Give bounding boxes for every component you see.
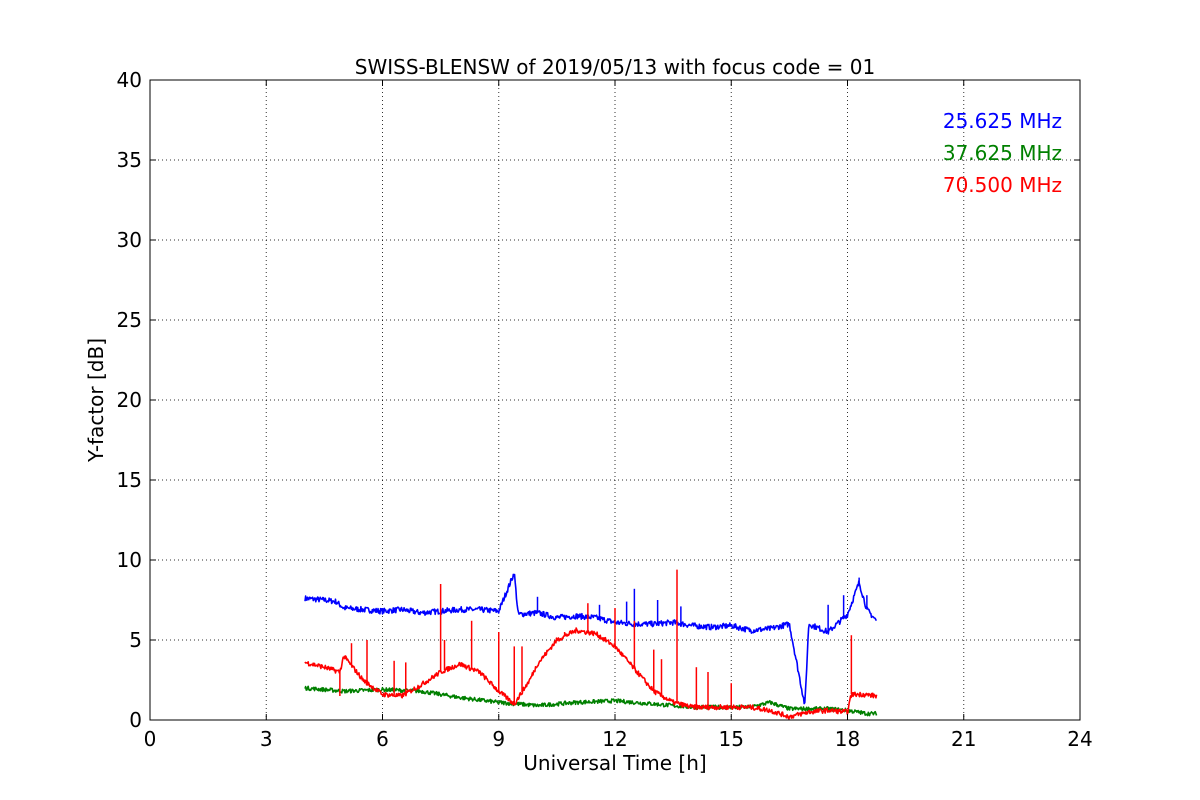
y-tick-label: 25 (117, 308, 142, 332)
series-layer (304, 569, 878, 720)
x-tick-label: 3 (260, 727, 273, 751)
x-tick-label: 6 (376, 727, 389, 751)
ticks: 0 3 6 9 12 15 18 21 24 0 5 10 15 20 25 30 35 40 (117, 68, 1093, 751)
legend: 25.625 MHz 37.625 MHz 70.500 MHz (943, 109, 1062, 197)
x-tick-label: 24 (1067, 727, 1092, 751)
legend-entry: 70.500 MHz (943, 173, 1062, 197)
y-tick-label: 15 (117, 468, 142, 492)
series-line (304, 685, 878, 717)
x-axis-label: Universal Time [h] (523, 751, 706, 775)
chart-title: SWISS-BLENSW of 2019/05/13 with focus co… (355, 55, 876, 79)
x-tick-label: 0 (144, 727, 157, 751)
y-tick-label: 10 (117, 548, 142, 572)
y-axis-label: Y-factor [dB] (84, 338, 108, 463)
y-tick-label: 40 (117, 68, 142, 92)
series-line (304, 627, 878, 720)
y-tick-label: 0 (129, 708, 142, 732)
series-line (304, 573, 878, 705)
y-tick-label: 35 (117, 148, 142, 172)
legend-entry: 25.625 MHz (943, 109, 1062, 133)
x-tick-label: 9 (492, 727, 505, 751)
x-tick-label: 21 (951, 727, 976, 751)
y-tick-label: 20 (117, 388, 142, 412)
legend-entry: 37.625 MHz (943, 141, 1062, 165)
y-tick-label: 5 (129, 628, 142, 652)
x-tick-label: 12 (602, 727, 627, 751)
x-tick-label: 18 (835, 727, 860, 751)
y-tick-label: 30 (117, 228, 142, 252)
x-tick-label: 15 (719, 727, 744, 751)
